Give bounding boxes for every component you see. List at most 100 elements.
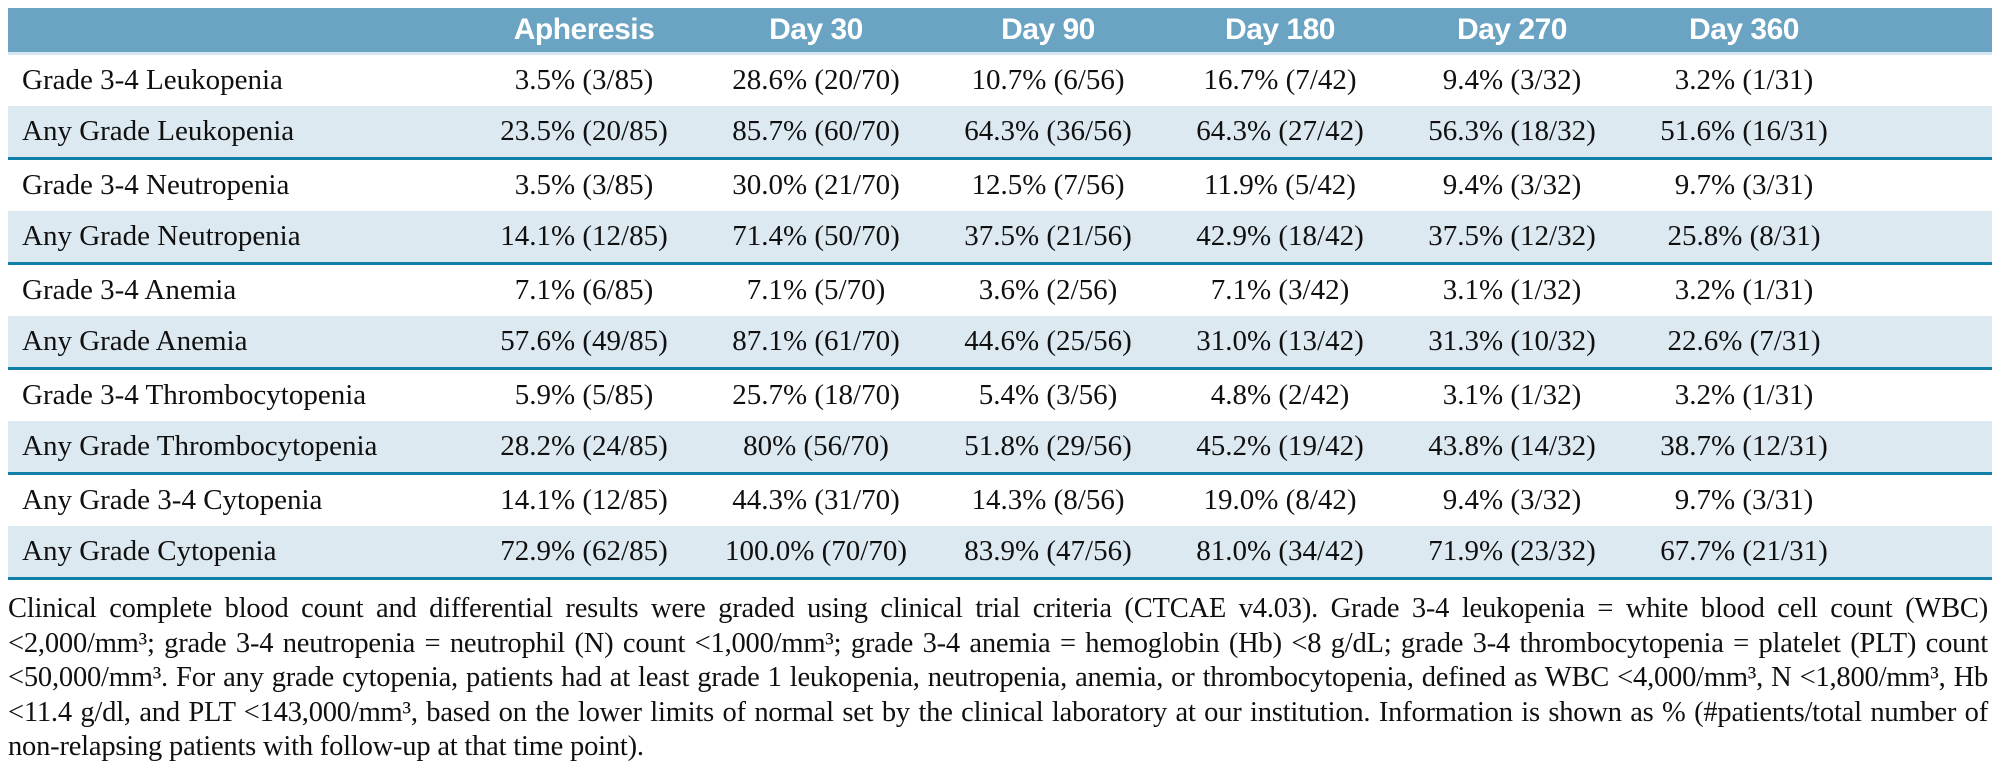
cell-any-grade-3-4-cytopenia-day-30: 44.3% (31/70)	[700, 473, 932, 526]
row-label: Any Grade Anemia	[8, 316, 468, 370]
cell-grade-3-4-thrombocytopenia-day-30: 25.7% (18/70)	[700, 368, 932, 421]
row-spacer	[1860, 421, 1992, 475]
cell-grade-3-4-anemia-apheresis: 7.1% (6/85)	[468, 263, 700, 316]
cell-grade-3-4-thrombocytopenia-day-270: 3.1% (1/32)	[1396, 368, 1628, 421]
cell-grade-3-4-anemia-day-180: 7.1% (3/42)	[1164, 263, 1396, 316]
cell-any-grade-leukopenia-day-270: 56.3% (18/32)	[1396, 106, 1628, 160]
cell-any-grade-leukopenia-day-180: 64.3% (27/42)	[1164, 106, 1396, 160]
cell-grade-3-4-neutropenia-apheresis: 3.5% (3/85)	[468, 158, 700, 211]
cell-any-grade-thrombocytopenia-day-90: 51.8% (29/56)	[932, 421, 1164, 475]
row-label: Grade 3-4 Thrombocytopenia	[8, 368, 468, 421]
row-spacer	[1860, 263, 1992, 316]
cell-grade-3-4-thrombocytopenia-apheresis: 5.9% (5/85)	[468, 368, 700, 421]
cell-any-grade-leukopenia-apheresis: 23.5% (20/85)	[468, 106, 700, 160]
row-spacer	[1860, 158, 1992, 211]
cell-any-grade-thrombocytopenia-day-30: 80% (56/70)	[700, 421, 932, 475]
cell-any-grade-cytopenia-day-30: 100.0% (70/70)	[700, 526, 932, 580]
cell-any-grade-neutropenia-day-90: 37.5% (21/56)	[932, 211, 1164, 265]
table-row-grade-3-4-leukopenia: Grade 3-4 Leukopenia 3.5% (3/85) 28.6% (20…	[8, 53, 1992, 106]
cell-any-grade-anemia-day-30: 87.1% (61/70)	[700, 316, 932, 370]
cell-any-grade-leukopenia-day-90: 64.3% (36/56)	[932, 106, 1164, 160]
cell-any-grade-anemia-day-90: 44.6% (25/56)	[932, 316, 1164, 370]
row-label-header	[8, 8, 468, 55]
cell-any-grade-thrombocytopenia-apheresis: 28.2% (24/85)	[468, 421, 700, 475]
cell-any-grade-cytopenia-apheresis: 72.9% (62/85)	[468, 526, 700, 580]
cell-any-grade-thrombocytopenia-day-180: 45.2% (19/42)	[1164, 421, 1396, 475]
cell-any-grade-3-4-cytopenia-apheresis: 14.1% (12/85)	[468, 473, 700, 526]
row-spacer	[1860, 316, 1992, 370]
cell-grade-3-4-leukopenia-day-90: 10.7% (6/56)	[932, 53, 1164, 106]
column-header-day-360: Day 360	[1628, 8, 1860, 55]
cell-grade-3-4-leukopenia-apheresis: 3.5% (3/85)	[468, 53, 700, 106]
column-header-day-30: Day 30	[700, 8, 932, 55]
cell-any-grade-leukopenia-day-30: 85.7% (60/70)	[700, 106, 932, 160]
row-label: Grade 3-4 Leukopenia	[8, 53, 468, 106]
row-spacer	[1860, 53, 1992, 106]
cell-grade-3-4-anemia-day-90: 3.6% (2/56)	[932, 263, 1164, 316]
cell-grade-3-4-neutropenia-day-360: 9.7% (3/31)	[1628, 158, 1860, 211]
table-row-grade-3-4-thrombocytopenia: Grade 3-4 Thrombocytopenia 5.9% (5/85) 25.…	[8, 368, 1992, 421]
row-label: Any Grade 3-4 Cytopenia	[8, 473, 468, 526]
cell-any-grade-neutropenia-day-180: 42.9% (18/42)	[1164, 211, 1396, 265]
cell-grade-3-4-thrombocytopenia-day-90: 5.4% (3/56)	[932, 368, 1164, 421]
cell-any-grade-neutropenia-day-30: 71.4% (50/70)	[700, 211, 932, 265]
cell-grade-3-4-leukopenia-day-30: 28.6% (20/70)	[700, 53, 932, 106]
cell-grade-3-4-neutropenia-day-90: 12.5% (7/56)	[932, 158, 1164, 211]
cell-any-grade-neutropenia-day-360: 25.8% (8/31)	[1628, 211, 1860, 265]
cell-any-grade-thrombocytopenia-day-270: 43.8% (14/32)	[1396, 421, 1628, 475]
table-footnote: Clinical complete blood count and differ…	[8, 593, 1988, 762]
cell-grade-3-4-anemia-day-30: 7.1% (5/70)	[700, 263, 932, 316]
header-spacer	[1860, 8, 1992, 55]
column-header-apheresis: Apheresis	[468, 8, 700, 55]
cell-grade-3-4-neutropenia-day-30: 30.0% (21/70)	[700, 158, 932, 211]
table-row-any-grade-neutropenia: Any Grade Neutropenia 14.1% (12/85) 71.4% …	[8, 211, 1992, 265]
row-label: Grade 3-4 Anemia	[8, 263, 468, 316]
table-header-row: Apheresis Day 30 Day 90 Day 180 Day 270 Day 3…	[8, 8, 1992, 55]
cell-grade-3-4-leukopenia-day-360: 3.2% (1/31)	[1628, 53, 1860, 106]
cell-any-grade-cytopenia-day-180: 81.0% (34/42)	[1164, 526, 1396, 580]
row-spacer	[1860, 473, 1992, 526]
cell-grade-3-4-anemia-day-270: 3.1% (1/32)	[1396, 263, 1628, 316]
row-label: Grade 3-4 Neutropenia	[8, 158, 468, 211]
cell-any-grade-neutropenia-apheresis: 14.1% (12/85)	[468, 211, 700, 265]
cell-any-grade-anemia-day-270: 31.3% (10/32)	[1396, 316, 1628, 370]
cell-any-grade-anemia-day-360: 22.6% (7/31)	[1628, 316, 1860, 370]
cell-any-grade-cytopenia-day-90: 83.9% (47/56)	[932, 526, 1164, 580]
row-spacer	[1860, 368, 1992, 421]
column-header-day-270: Day 270	[1396, 8, 1628, 55]
column-header-day-180: Day 180	[1164, 8, 1396, 55]
cell-grade-3-4-neutropenia-day-270: 9.4% (3/32)	[1396, 158, 1628, 211]
table-row-any-grade-3-4-cytopenia: Any Grade 3-4 Cytopenia 14.1% (12/85) 44.3…	[8, 473, 1992, 526]
cell-any-grade-cytopenia-day-360: 67.7% (21/31)	[1628, 526, 1860, 580]
cell-grade-3-4-thrombocytopenia-day-180: 4.8% (2/42)	[1164, 368, 1396, 421]
cell-grade-3-4-neutropenia-day-180: 11.9% (5/42)	[1164, 158, 1396, 211]
table-row-any-grade-thrombocytopenia: Any Grade Thrombocytopenia 28.2% (24/85) 8…	[8, 421, 1992, 475]
cell-any-grade-3-4-cytopenia-day-360: 9.7% (3/31)	[1628, 473, 1860, 526]
cell-any-grade-3-4-cytopenia-day-180: 19.0% (8/42)	[1164, 473, 1396, 526]
row-spacer	[1860, 211, 1992, 265]
row-spacer	[1860, 526, 1992, 580]
cell-grade-3-4-thrombocytopenia-day-360: 3.2% (1/31)	[1628, 368, 1860, 421]
cell-grade-3-4-leukopenia-day-180: 16.7% (7/42)	[1164, 53, 1396, 106]
table-row-any-grade-anemia: Any Grade Anemia 57.6% (49/85) 87.1% (61/7…	[8, 316, 1992, 370]
cytopenia-table: Apheresis Day 30 Day 90 Day 180 Day 270 Day 3…	[8, 8, 1992, 580]
cell-any-grade-anemia-apheresis: 57.6% (49/85)	[468, 316, 700, 370]
table-row-grade-3-4-anemia: Grade 3-4 Anemia 7.1% (6/85) 7.1% (5/70) 3.…	[8, 263, 1992, 316]
cell-grade-3-4-anemia-day-360: 3.2% (1/31)	[1628, 263, 1860, 316]
row-label: Any Grade Leukopenia	[8, 106, 468, 160]
cell-any-grade-thrombocytopenia-day-360: 38.7% (12/31)	[1628, 421, 1860, 475]
row-spacer	[1860, 106, 1992, 160]
cell-any-grade-leukopenia-day-360: 51.6% (16/31)	[1628, 106, 1860, 160]
cell-any-grade-neutropenia-day-270: 37.5% (12/32)	[1396, 211, 1628, 265]
table-row-any-grade-leukopenia: Any Grade Leukopenia 23.5% (20/85) 85.7% (…	[8, 106, 1992, 160]
table-row-grade-3-4-neutropenia: Grade 3-4 Neutropenia 3.5% (3/85) 30.0% (2…	[8, 158, 1992, 211]
row-label: Any Grade Thrombocytopenia	[8, 421, 468, 475]
cell-any-grade-anemia-day-180: 31.0% (13/42)	[1164, 316, 1396, 370]
cell-grade-3-4-leukopenia-day-270: 9.4% (3/32)	[1396, 53, 1628, 106]
cell-any-grade-3-4-cytopenia-day-90: 14.3% (8/56)	[932, 473, 1164, 526]
cell-any-grade-cytopenia-day-270: 71.9% (23/32)	[1396, 526, 1628, 580]
cell-any-grade-3-4-cytopenia-day-270: 9.4% (3/32)	[1396, 473, 1628, 526]
row-label: Any Grade Cytopenia	[8, 526, 468, 580]
column-header-day-90: Day 90	[932, 8, 1164, 55]
